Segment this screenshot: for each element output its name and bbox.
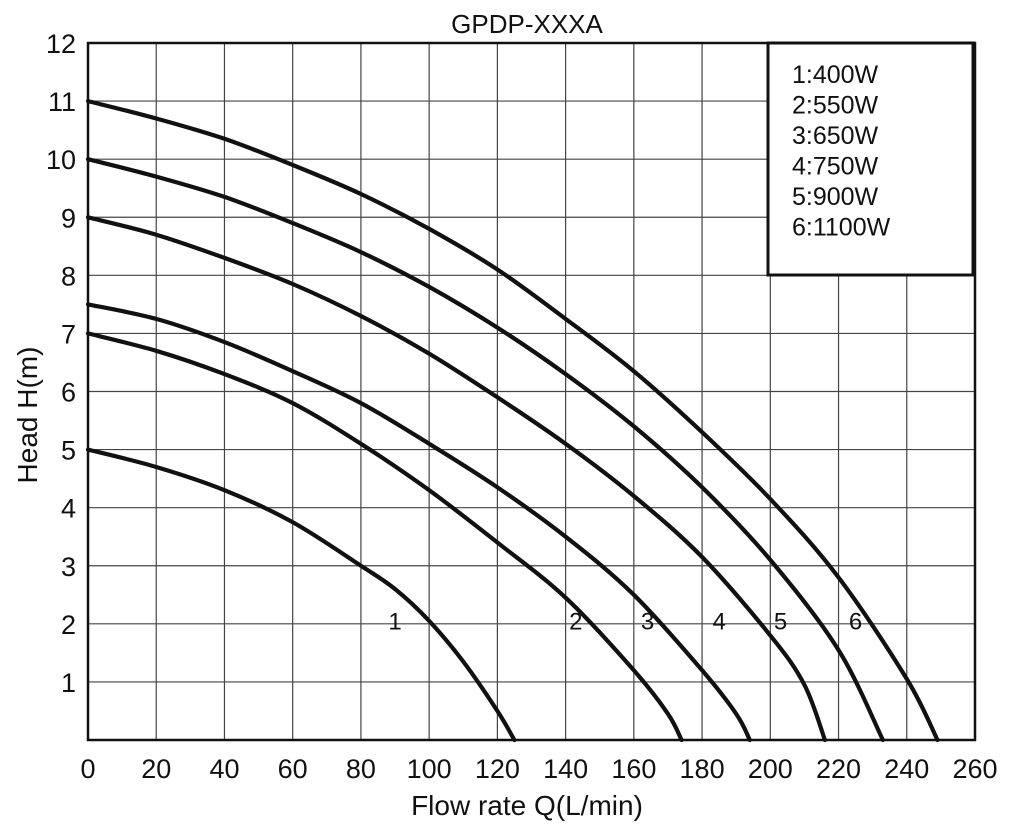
y-tick-label-10: 11 — [48, 87, 76, 117]
y-tick-label-5: 6 — [61, 378, 76, 408]
y-tick-label-3: 4 — [61, 494, 76, 524]
x-tick-label-4: 80 — [346, 754, 376, 784]
y-axis-label: Head H(m) — [12, 347, 43, 484]
y-tick-label-7: 8 — [61, 261, 76, 291]
y-tick-label-6: 7 — [61, 319, 76, 349]
series-curve-2 — [85, 331, 684, 743]
series-curve-5 — [85, 157, 885, 743]
curve-label-4: 4 — [712, 609, 725, 636]
y-tick-label-8: 9 — [61, 203, 76, 233]
chart-title: GPDP-XXXA — [451, 9, 603, 39]
series-curve-1 — [85, 447, 517, 743]
x-tick-label-13: 260 — [952, 754, 997, 784]
x-tick-label-8: 160 — [611, 754, 656, 784]
x-tick-label-9: 180 — [680, 754, 725, 784]
x-tick-label-0: 0 — [80, 754, 95, 784]
x-tick-label-11: 220 — [816, 754, 861, 784]
x-tick-label-6: 120 — [475, 754, 520, 784]
legend-entry-3: 3:650W — [792, 122, 879, 150]
legend-entry-4: 4:750W — [792, 153, 879, 181]
x-tick-label-10: 200 — [748, 754, 793, 784]
x-axis-label: Flow rate Q(L/min) — [411, 790, 643, 821]
x-tick-label-5: 100 — [407, 754, 452, 784]
series-curves — [85, 99, 940, 743]
y-tick-label-2: 3 — [61, 552, 76, 582]
x-axis-ticks: 0 20 40 60 80 100 120 140 160 180 200 220 240 260 — [80, 754, 997, 784]
legend-box — [766, 41, 975, 277]
x-tick-label-12: 240 — [884, 754, 929, 784]
curve-labels: 1 2 3 4 5 6 — [388, 609, 862, 636]
series-curve-4 — [85, 215, 827, 743]
series-curve-3 — [85, 302, 752, 743]
x-tick-label-7: 140 — [543, 754, 588, 784]
series-curve-6 — [85, 99, 940, 743]
curve-label-3: 3 — [641, 609, 654, 636]
y-tick-label-0: 1 — [61, 668, 76, 698]
y-tick-label-9: 10 — [46, 145, 76, 175]
y-tick-label-1: 2 — [61, 610, 76, 640]
y-tick-label-11: 12 — [46, 29, 76, 59]
y-tick-label-4: 5 — [61, 436, 76, 466]
x-tick-label-3: 60 — [278, 754, 308, 784]
x-tick-label-1: 20 — [141, 754, 171, 784]
x-tick-label-2: 40 — [209, 754, 239, 784]
legend-entry-6: 6:1100W — [792, 214, 891, 242]
curve-label-1: 1 — [388, 609, 401, 636]
plot-frame — [86, 41, 977, 742]
legend-entry-1: 1:400W — [792, 61, 879, 89]
curve-label-6: 6 — [849, 609, 862, 636]
curve-label-5: 5 — [774, 609, 787, 636]
curve-label-2: 2 — [569, 609, 582, 636]
legend-entry-5: 5:900W — [792, 183, 879, 211]
legend-entry-2: 2:550W — [792, 92, 879, 120]
